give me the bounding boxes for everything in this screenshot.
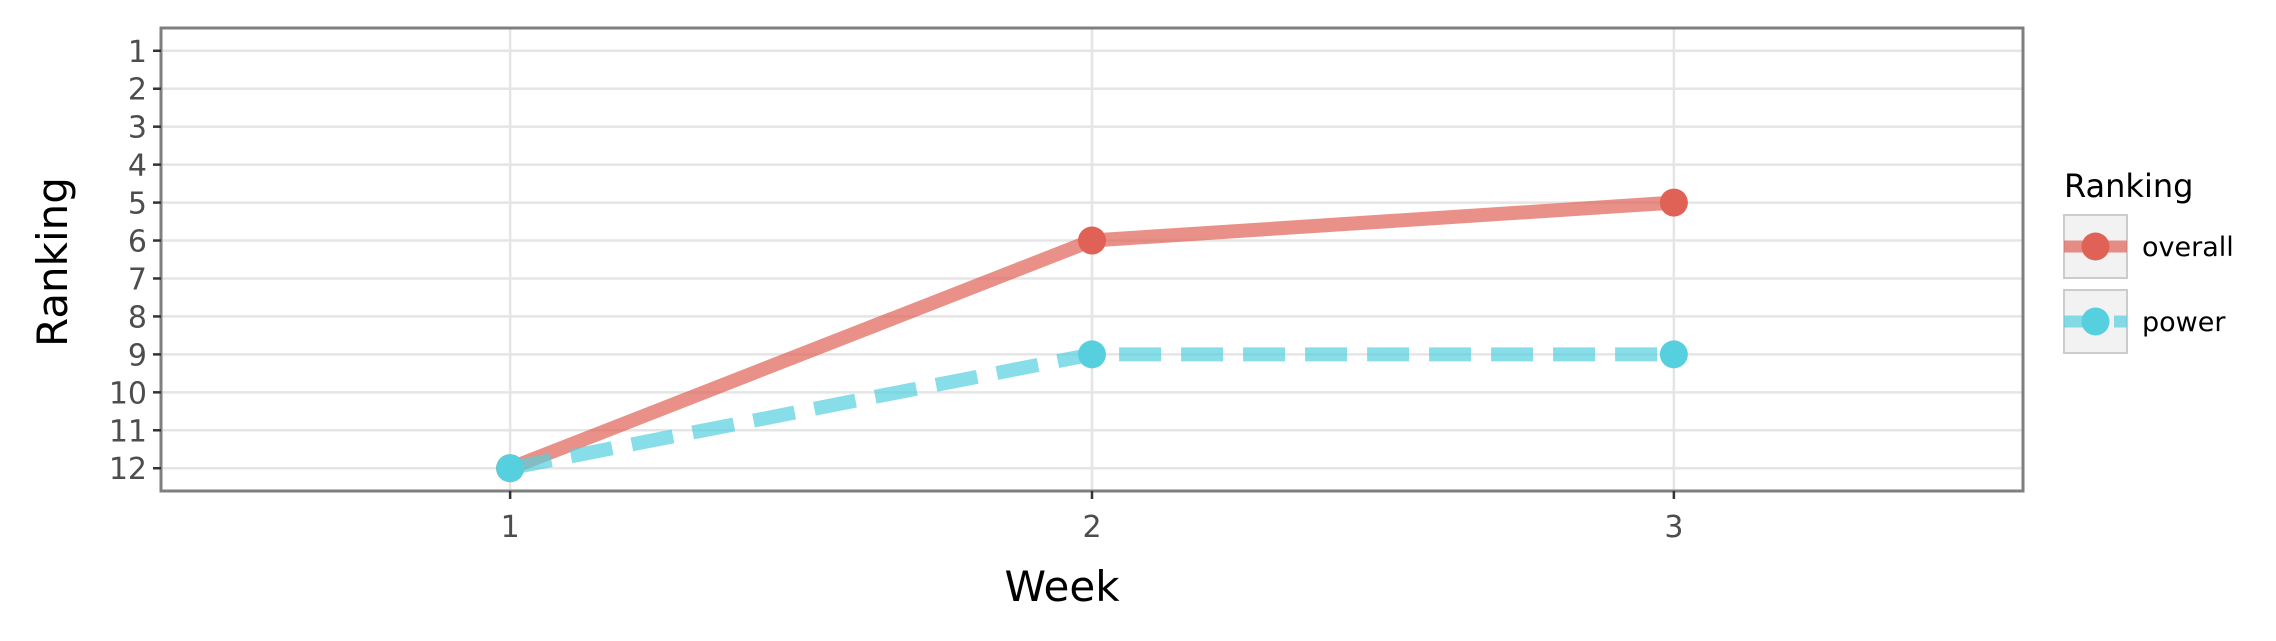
- x-tick-label: 2: [1082, 510, 1101, 545]
- y-tick-label: 10: [109, 376, 147, 411]
- y-tick-label: 3: [128, 111, 147, 146]
- y-tick-label: 8: [128, 300, 147, 335]
- legend-label: power: [2142, 307, 2226, 338]
- y-tick-label: 2: [128, 73, 147, 108]
- series-lines: [496, 188, 1688, 483]
- x-tick-label: 1: [501, 510, 520, 545]
- series-power: [496, 340, 1688, 483]
- legend-key-point: [2081, 307, 2110, 336]
- legend-title: Ranking: [2064, 167, 2193, 205]
- data-point-overall: [1659, 188, 1688, 217]
- x-tick-label: 3: [1664, 510, 1683, 545]
- y-tick-label: 7: [128, 262, 147, 297]
- y-tick-label: 4: [128, 149, 147, 184]
- legend-item-power: power: [2063, 289, 2226, 354]
- y-axis-title: Ranking: [28, 177, 77, 347]
- data-point-power: [496, 454, 525, 483]
- legend: Ranking overall power: [2063, 167, 2234, 354]
- y-tick-label: 6: [128, 225, 147, 260]
- legend-key-point: [2081, 232, 2110, 261]
- x-axis-title: Week: [1004, 562, 1120, 611]
- data-point-overall: [1078, 226, 1106, 255]
- data-point-power: [1659, 340, 1688, 369]
- legend-item-overall: overall: [2063, 214, 2234, 279]
- y-tick-label: 11: [109, 414, 147, 449]
- y-tick-label: 5: [128, 187, 147, 222]
- y-tick-label: 12: [109, 452, 147, 487]
- y-tick-label: 9: [128, 338, 147, 373]
- grid: [161, 28, 2023, 491]
- legend-label: overall: [2142, 232, 2234, 263]
- data-point-power: [1078, 340, 1106, 369]
- y-tick-label: 1: [128, 35, 147, 70]
